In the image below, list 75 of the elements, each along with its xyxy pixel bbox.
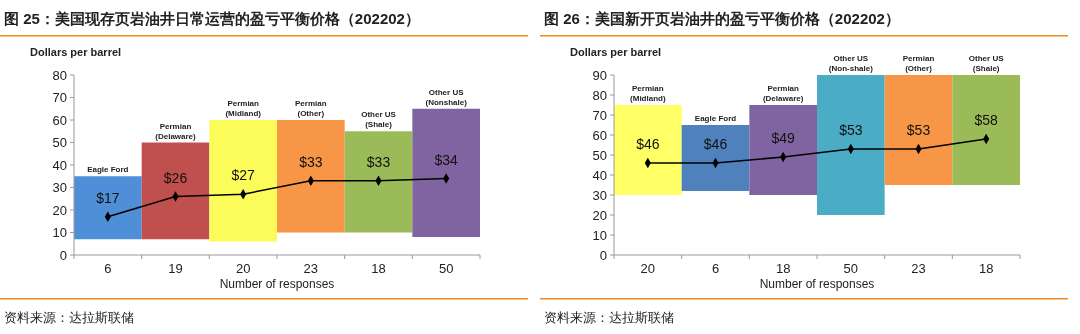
- x-axis-title: Number of responses: [219, 277, 335, 291]
- y-tick-label: 90: [592, 67, 607, 83]
- data-label: Other US (Shale): [361, 110, 397, 130]
- data-label: Permian (Midland): [630, 84, 666, 103]
- x-tick-label: 50: [438, 261, 454, 276]
- x-tick-label: 23: [911, 261, 926, 276]
- x-tick-label: 20: [235, 261, 251, 276]
- y-tick-label: 30: [592, 187, 607, 203]
- text: 资料来源：达拉斯联储: [544, 310, 674, 325]
- bar: [141, 142, 210, 240]
- data-label: $34: [434, 151, 459, 168]
- data-label: Permian (Other): [295, 99, 327, 118]
- bar: [614, 105, 682, 195]
- bar: [74, 176, 142, 240]
- y-tick-label: 30: [52, 180, 67, 196]
- x-tick-label: 19: [168, 261, 183, 276]
- data-label: $33: [366, 153, 391, 170]
- bar: [749, 105, 817, 195]
- bar: [884, 75, 953, 185]
- data-label: $27: [231, 167, 256, 184]
- y-tick-label: 60: [592, 127, 607, 143]
- bar: [277, 120, 345, 233]
- y-tick-label: 80: [592, 87, 607, 103]
- y-tick-label: 70: [592, 107, 607, 123]
- y-tick-label: 40: [52, 157, 67, 173]
- y-tick-label: 20: [592, 207, 607, 223]
- x-tick-label: 18: [978, 261, 994, 276]
- bar: [681, 125, 750, 191]
- data-label: $33: [299, 153, 323, 170]
- chart-title: 图 25：美国现存页岩油井日常运营的盈亏平衡价格（202202）: [4, 10, 420, 27]
- data-label: Other US (Nonshale): [425, 87, 468, 107]
- bar: [817, 75, 885, 215]
- data-label: $26: [163, 169, 188, 186]
- x-axis-title: Number of responses: [759, 277, 875, 291]
- bar: [344, 131, 413, 233]
- y-tick-label: 60: [52, 112, 67, 128]
- data-label: Other US (Shale): [968, 54, 1005, 73]
- data-label: $58: [974, 112, 999, 128]
- bar: [952, 75, 1020, 185]
- x-tick-label: 18: [775, 261, 791, 276]
- data-label: $46: [636, 136, 660, 152]
- data-label: Other US (Non-shale): [828, 54, 874, 73]
- y-tick-label: 40: [592, 167, 607, 183]
- x-tick-label: 50: [843, 261, 859, 276]
- chart-title: 图 26：美国新开页岩油井的盈亏平衡价格（202202）: [544, 10, 900, 27]
- y-tick-label: 80: [52, 67, 67, 83]
- x-tick-label: 6: [711, 261, 720, 276]
- bar: [209, 120, 277, 242]
- bar: [412, 108, 480, 237]
- x-tick-label: 20: [640, 261, 656, 276]
- data-label: Eagle Ford: [694, 114, 737, 123]
- y-tick-label: 70: [52, 90, 67, 106]
- y-tick-label: 10: [592, 227, 607, 243]
- x-tick-label: 18: [371, 261, 386, 276]
- data-label: Permian (Delaware): [762, 84, 804, 103]
- y-tick-label: 20: [52, 202, 67, 218]
- y-tick-label: 0: [599, 247, 607, 263]
- y-tick-label: 50: [592, 147, 607, 163]
- data-label: Permian (Delaware): [155, 121, 197, 141]
- y-axis-title: Dollars per barrel: [30, 46, 122, 58]
- data-label: $53: [839, 122, 863, 138]
- data-label: Permian (Midland): [225, 99, 262, 118]
- y-tick-label: 50: [52, 135, 67, 151]
- y-axis-title: Dollars per barrel: [570, 46, 662, 58]
- data-label: $46: [703, 136, 728, 152]
- data-label: Eagle Ford: [87, 165, 129, 175]
- data-label: $49: [771, 130, 796, 146]
- y-tick-label: 0: [59, 247, 67, 263]
- x-tick-label: 23: [303, 261, 319, 276]
- data-label: $17: [96, 189, 120, 206]
- y-tick-label: 10: [52, 225, 67, 241]
- text: 资料来源：达拉斯联储: [4, 310, 134, 325]
- data-label: Permian (Other): [902, 54, 935, 73]
- data-label: $53: [906, 122, 931, 138]
- x-tick-label: 6: [104, 261, 112, 276]
